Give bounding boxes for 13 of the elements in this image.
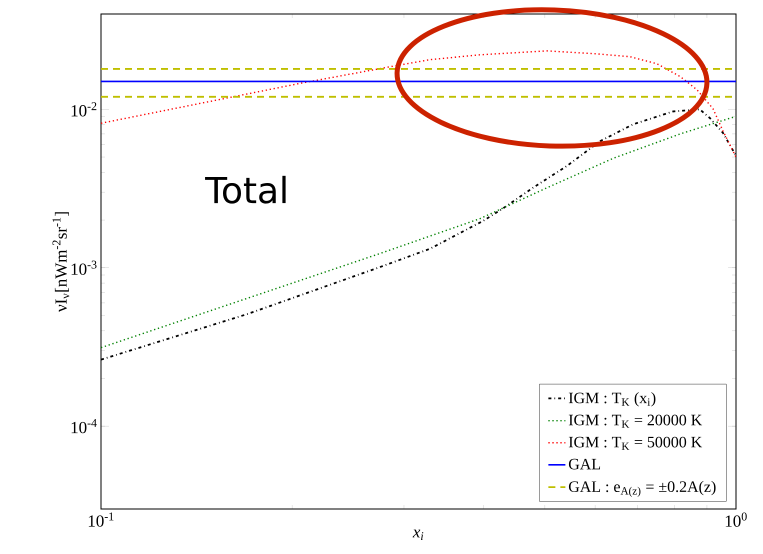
legend-label: IGM : T$_{K}$ = 50000 K xyxy=(568,436,702,450)
legend-label: IGM : T$_{K}$ (x$_{i}$) xyxy=(568,392,656,407)
annotation: Total xyxy=(205,176,286,204)
legend-label: IGM : T$_{K}$ = 20000 K xyxy=(568,414,702,428)
y-tick-label: 10$^{-4}$ xyxy=(72,419,97,434)
y-tick-label: 10$^{-2}$ xyxy=(72,102,96,116)
legend-label: GAL xyxy=(568,458,600,470)
x-axis-title: x$_{i}$ xyxy=(412,530,424,540)
y-axis-title: νI$_{ν}$[nWm$^{-2}$sr$^{-1}$] xyxy=(52,212,70,312)
x-tick-label: 10$^{-1}$ xyxy=(88,512,114,527)
y-tick-label: 10$^{-3}$ xyxy=(72,260,97,275)
x-tick-label: 10$^{0}$ xyxy=(726,512,747,527)
legend-label: GAL : e$_{A(z)}$ = ±0.2A(z) xyxy=(568,480,716,497)
